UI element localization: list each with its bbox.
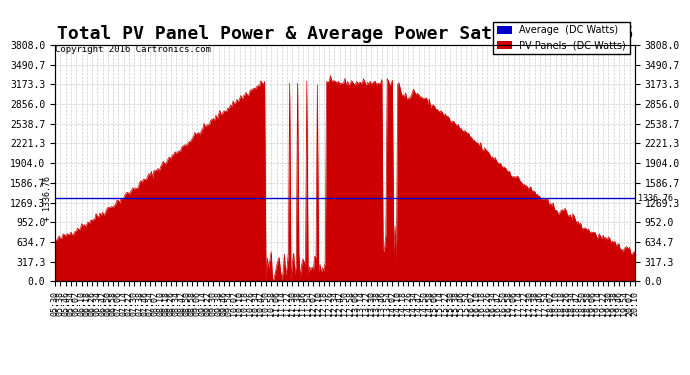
Legend: Average  (DC Watts), PV Panels  (DC Watts): Average (DC Watts), PV Panels (DC Watts) bbox=[493, 21, 630, 54]
Text: Copyright 2016 Cartronics.com: Copyright 2016 Cartronics.com bbox=[55, 45, 211, 54]
Text: 1336.76: 1336.76 bbox=[638, 194, 673, 203]
Text: + 1336.76: + 1336.76 bbox=[43, 176, 52, 221]
Title: Total PV Panel Power & Average Power Sat Jul 16 20:25: Total PV Panel Power & Average Power Sat… bbox=[57, 26, 633, 44]
